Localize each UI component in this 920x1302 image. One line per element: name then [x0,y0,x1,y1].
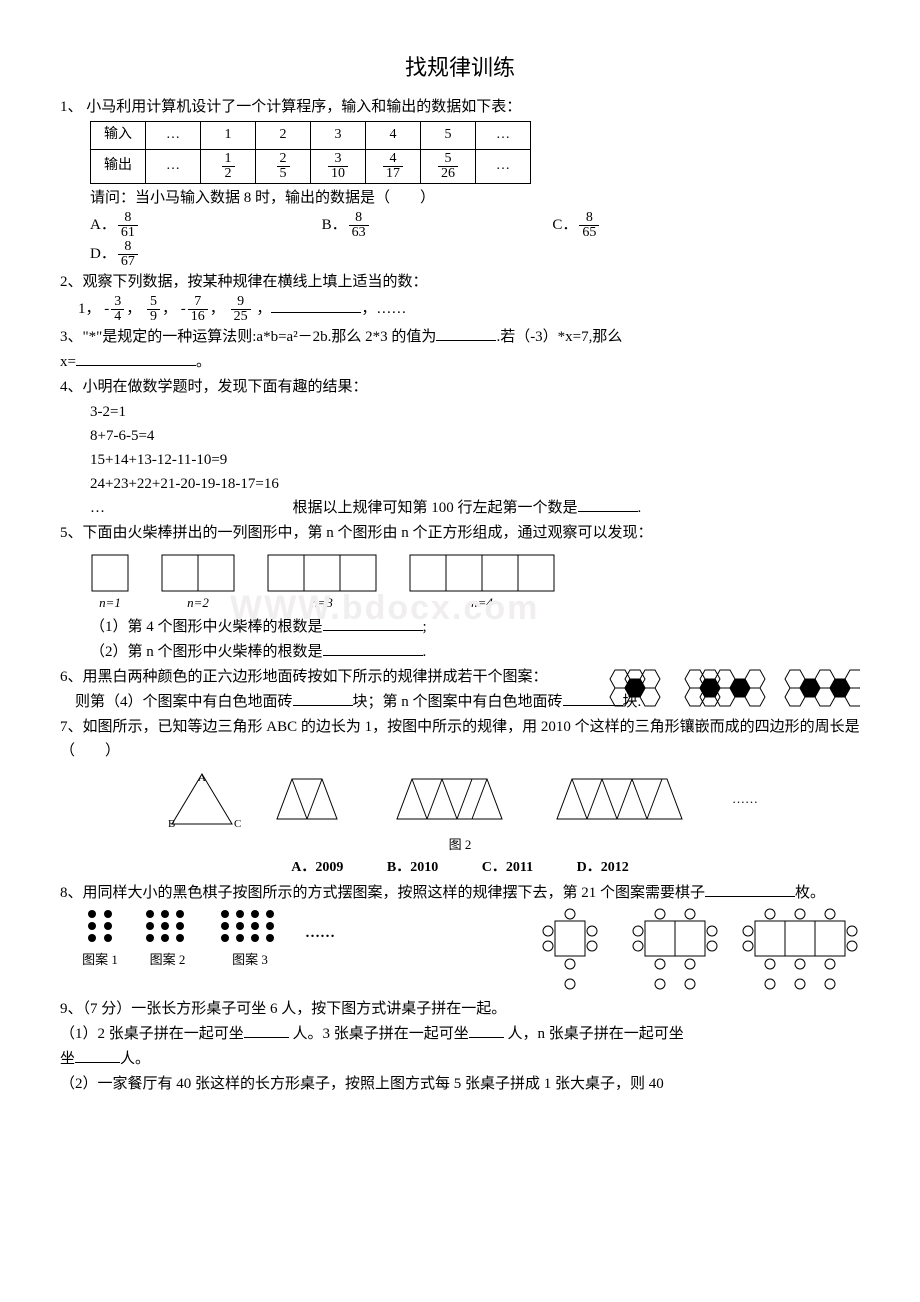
q5-sub2: （2）第 n 个图形中火柴棒的根数是. [60,640,860,664]
q7-text: 7、如图所示，已知等边三角形 ABC 的边长为 1，按图中所示的规律，用 201… [60,715,860,763]
q2-text: 2、观察下列数据，按某种规律在横线上填上适当的数： [60,270,860,294]
q9-head: 9、（7 分）一张长方形桌子可坐 6 人，按下图方式讲桌子拼在一起。 [60,997,860,1021]
q5-figs: n=1 n=2 n=3 n=4 [90,553,860,614]
q5-head: 5、下面由火柴棒拼出的一列图形中，第 n 个图形由 n 个正方形组成，通过观察可… [60,521,860,545]
q1-ask: 请问：当小马输入数据 8 时，输出的数据是（ ） [60,186,860,210]
page-title: 找规律训练 [60,50,860,85]
q1-text: 1、 小马利用计算机设计了一个计算程序，输入和输出的数据如下表： [60,95,860,119]
q8-text: 8、用同样大小的黑色棋子按图所示的方式摆图案，按照这样的规律摆下去，第 21 个… [60,881,860,905]
q7-choices: A．2009 B．2010 C．2011 D．2012 [60,857,860,879]
q5-sub1: （1）第 4 个图形中火柴棒的根数是; [60,615,860,639]
svg-text:B: B [168,818,175,829]
q1-choices: A．861 B．863 C．865 D．867 [60,211,860,269]
q4-lines: 3-2=1 8+7-6-5=4 15+14+13-12-11-10=9 24+2… [60,400,860,520]
q9-s1b: 坐人。 [60,1047,860,1071]
svg-text:C: C [234,818,241,829]
q3: 3、"*"是规定的一种运算法则:a*b=a²－2b.那么 2*3 的值为.若（-… [60,325,860,349]
tables-icon [540,906,860,996]
q4-head: 4、小明在做数学题时，发现下面有趣的结果： [60,375,860,399]
q7-figs: A B C …… [60,769,860,829]
q1-table: 输入…1 234 5… 输出 … 12 25 310 417 526 … [90,121,531,183]
q3b: x=。 [60,350,860,374]
q8-figs: 图案 1 图案 2 图案 3 …… [60,906,860,996]
q9-s2: （2）一家餐厅有 40 张这样的长方形桌子，按照上图方式每 5 张桌子拼成 1 … [60,1072,860,1096]
q2-seq: 1， -34， 59， -716， 925 ，，…… [60,295,860,324]
q9-s1: （1）2 张桌子拼在一起可坐 人。3 张桌子拼在一起可坐 人，n 张桌子拼在一起… [60,1022,860,1046]
q7-fig-label: 图 2 [60,835,860,856]
hex-icon [600,665,860,715]
q6: 6、用黑白两种颜色的正六边形地面砖按如下所示的规律拼成若干个图案： [60,665,860,689]
svg-text:A: A [198,772,206,784]
